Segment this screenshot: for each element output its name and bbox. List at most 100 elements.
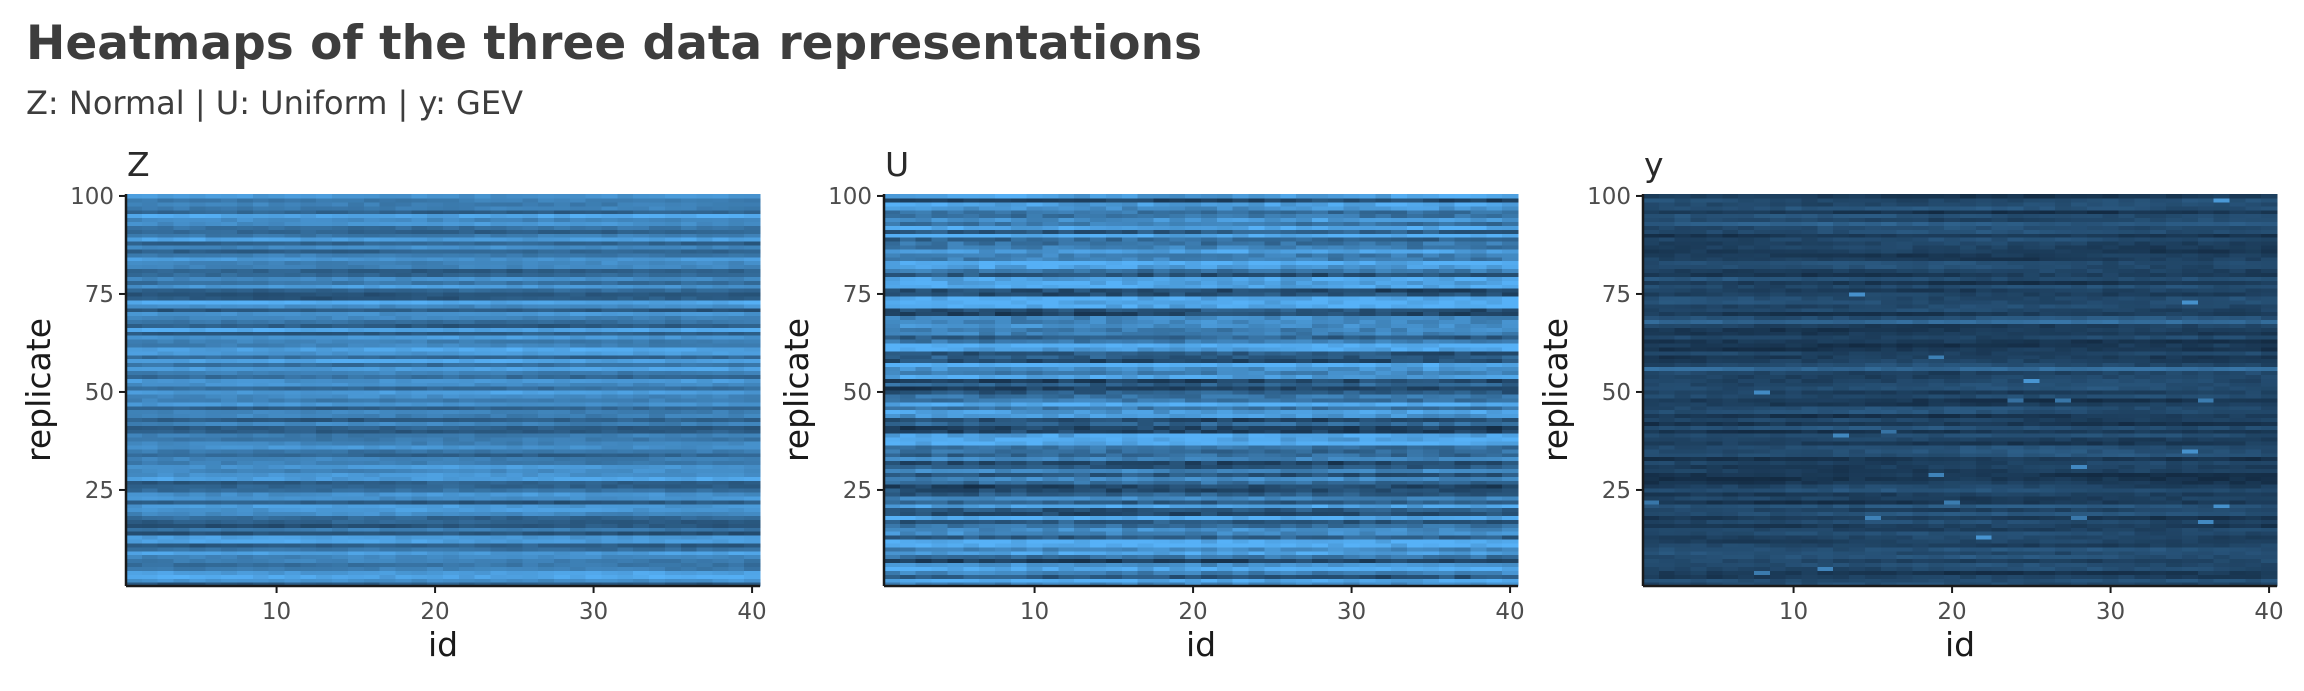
- heatmap-cell: [268, 335, 286, 340]
- heatmap-cell: [347, 295, 365, 301]
- heatmap-cell: [1502, 499, 1519, 505]
- heatmap-cell: [332, 491, 349, 497]
- heatmap-cell: [490, 288, 507, 293]
- heatmap-cell: [236, 527, 254, 532]
- heatmap-cell: [474, 350, 492, 356]
- heatmap-cell: [284, 476, 301, 481]
- heatmap-cell: [553, 554, 571, 560]
- heatmap-cell: [173, 393, 190, 399]
- heatmap-cell: [474, 491, 492, 497]
- heatmap-cell: [696, 201, 714, 207]
- heatmap-cell: [696, 574, 714, 579]
- heatmap-cell: [141, 241, 159, 246]
- heatmap-cell: [1375, 570, 1392, 575]
- heatmap-cell: [268, 315, 286, 321]
- heatmap-cell: [316, 499, 333, 505]
- heatmap-cell: [379, 397, 397, 403]
- heatmap-cell: [585, 511, 603, 517]
- heatmap-cell: [744, 523, 761, 528]
- heatmap-cell: [395, 519, 412, 524]
- heatmap-cell: [173, 370, 190, 375]
- heatmap-cell: [617, 205, 634, 211]
- heatmap-cell: [506, 307, 523, 313]
- heatmap-cell: [173, 327, 190, 332]
- heatmap-cell: [601, 237, 618, 242]
- heatmap-cell: [221, 542, 238, 548]
- heatmap-cell: [1074, 495, 1091, 501]
- heatmap-cell: [712, 213, 729, 219]
- heatmap-cell: [316, 299, 333, 305]
- heatmap-cell: [728, 448, 745, 454]
- heatmap-cell: [490, 237, 507, 242]
- heatmap-cell: [585, 339, 603, 344]
- heatmap-cell: [538, 515, 555, 520]
- heatmap-cell: [189, 452, 206, 458]
- heatmap-cell: [1153, 527, 1170, 532]
- heatmap-cell: [379, 495, 397, 501]
- heatmap-cell: [553, 370, 571, 375]
- heatmap-cell: [490, 515, 507, 520]
- heatmap-cell: [585, 390, 603, 395]
- heatmap-cell: [728, 488, 745, 493]
- heatmap-cell: [316, 566, 333, 571]
- heatmap-cell: [284, 272, 301, 277]
- heatmap-cell: [252, 558, 270, 564]
- heatmap-cell: [664, 531, 682, 536]
- heatmap-cell: [173, 366, 190, 371]
- heatmap-cell: [443, 566, 460, 571]
- heatmap-cell: [1502, 538, 1519, 544]
- heatmap-cell: [268, 472, 286, 477]
- heatmap-cell: [553, 531, 571, 536]
- heatmap-cell: [205, 550, 222, 556]
- heatmap-cell: [363, 566, 381, 571]
- heatmap-cell: [506, 531, 523, 536]
- heatmap-cell: [696, 562, 714, 567]
- heatmap-cell: [411, 197, 428, 203]
- heatmap-cell: [601, 538, 618, 544]
- heatmap-cell: [126, 499, 143, 505]
- heatmap-cell: [443, 284, 460, 289]
- heatmap-cell: [236, 374, 254, 379]
- heatmap-cell: [538, 288, 555, 293]
- heatmap-cell: [1185, 507, 1202, 513]
- heatmap-cell: [1169, 558, 1186, 564]
- heatmap-cell: [268, 256, 286, 262]
- heatmap-cell: [617, 217, 634, 223]
- heatmap-cell: [553, 335, 571, 340]
- heatmap-cell: [1105, 554, 1123, 560]
- heatmap-cell: [300, 295, 317, 301]
- heatmap-cell: [221, 527, 238, 532]
- heatmap-cell: [633, 260, 650, 266]
- heatmap-cell: [268, 221, 286, 226]
- heatmap-cell: [252, 456, 270, 462]
- heatmap-cell: [284, 382, 301, 387]
- heatmap-cell: [633, 480, 650, 485]
- heatmap-cell: [1264, 503, 1281, 509]
- heatmap-cell: [915, 558, 933, 564]
- heatmap-cell: [617, 456, 634, 462]
- heatmap-cell: [126, 386, 143, 391]
- heatmap-cell: [1438, 535, 1456, 540]
- heatmap-cell: [221, 562, 238, 567]
- heatmap-cell: [1216, 495, 1234, 501]
- heatmap-cell: [553, 342, 571, 348]
- heatmap-cell: [379, 511, 397, 517]
- heatmap-cell: [664, 221, 682, 226]
- heatmap-cell: [284, 209, 301, 215]
- heatmap-cell: [1343, 546, 1361, 552]
- heatmap-cell: [443, 331, 460, 336]
- heatmap-cell: [395, 582, 412, 587]
- heatmap-cell: [411, 578, 428, 583]
- heatmap-cell: [1311, 503, 1329, 509]
- heatmap-cell: [649, 276, 666, 281]
- heatmap-cell: [221, 397, 238, 403]
- heatmap-cell: [284, 217, 301, 223]
- heatmap-cell: [126, 194, 143, 199]
- heatmap-cell: [585, 574, 603, 579]
- heatmap-cell: [252, 409, 270, 415]
- heatmap-cell: [1359, 558, 1376, 564]
- heatmap-cell: [173, 535, 190, 540]
- heatmap-cell: [252, 452, 270, 458]
- heatmap-cell: [252, 346, 270, 352]
- heatmap-cell: [617, 433, 634, 438]
